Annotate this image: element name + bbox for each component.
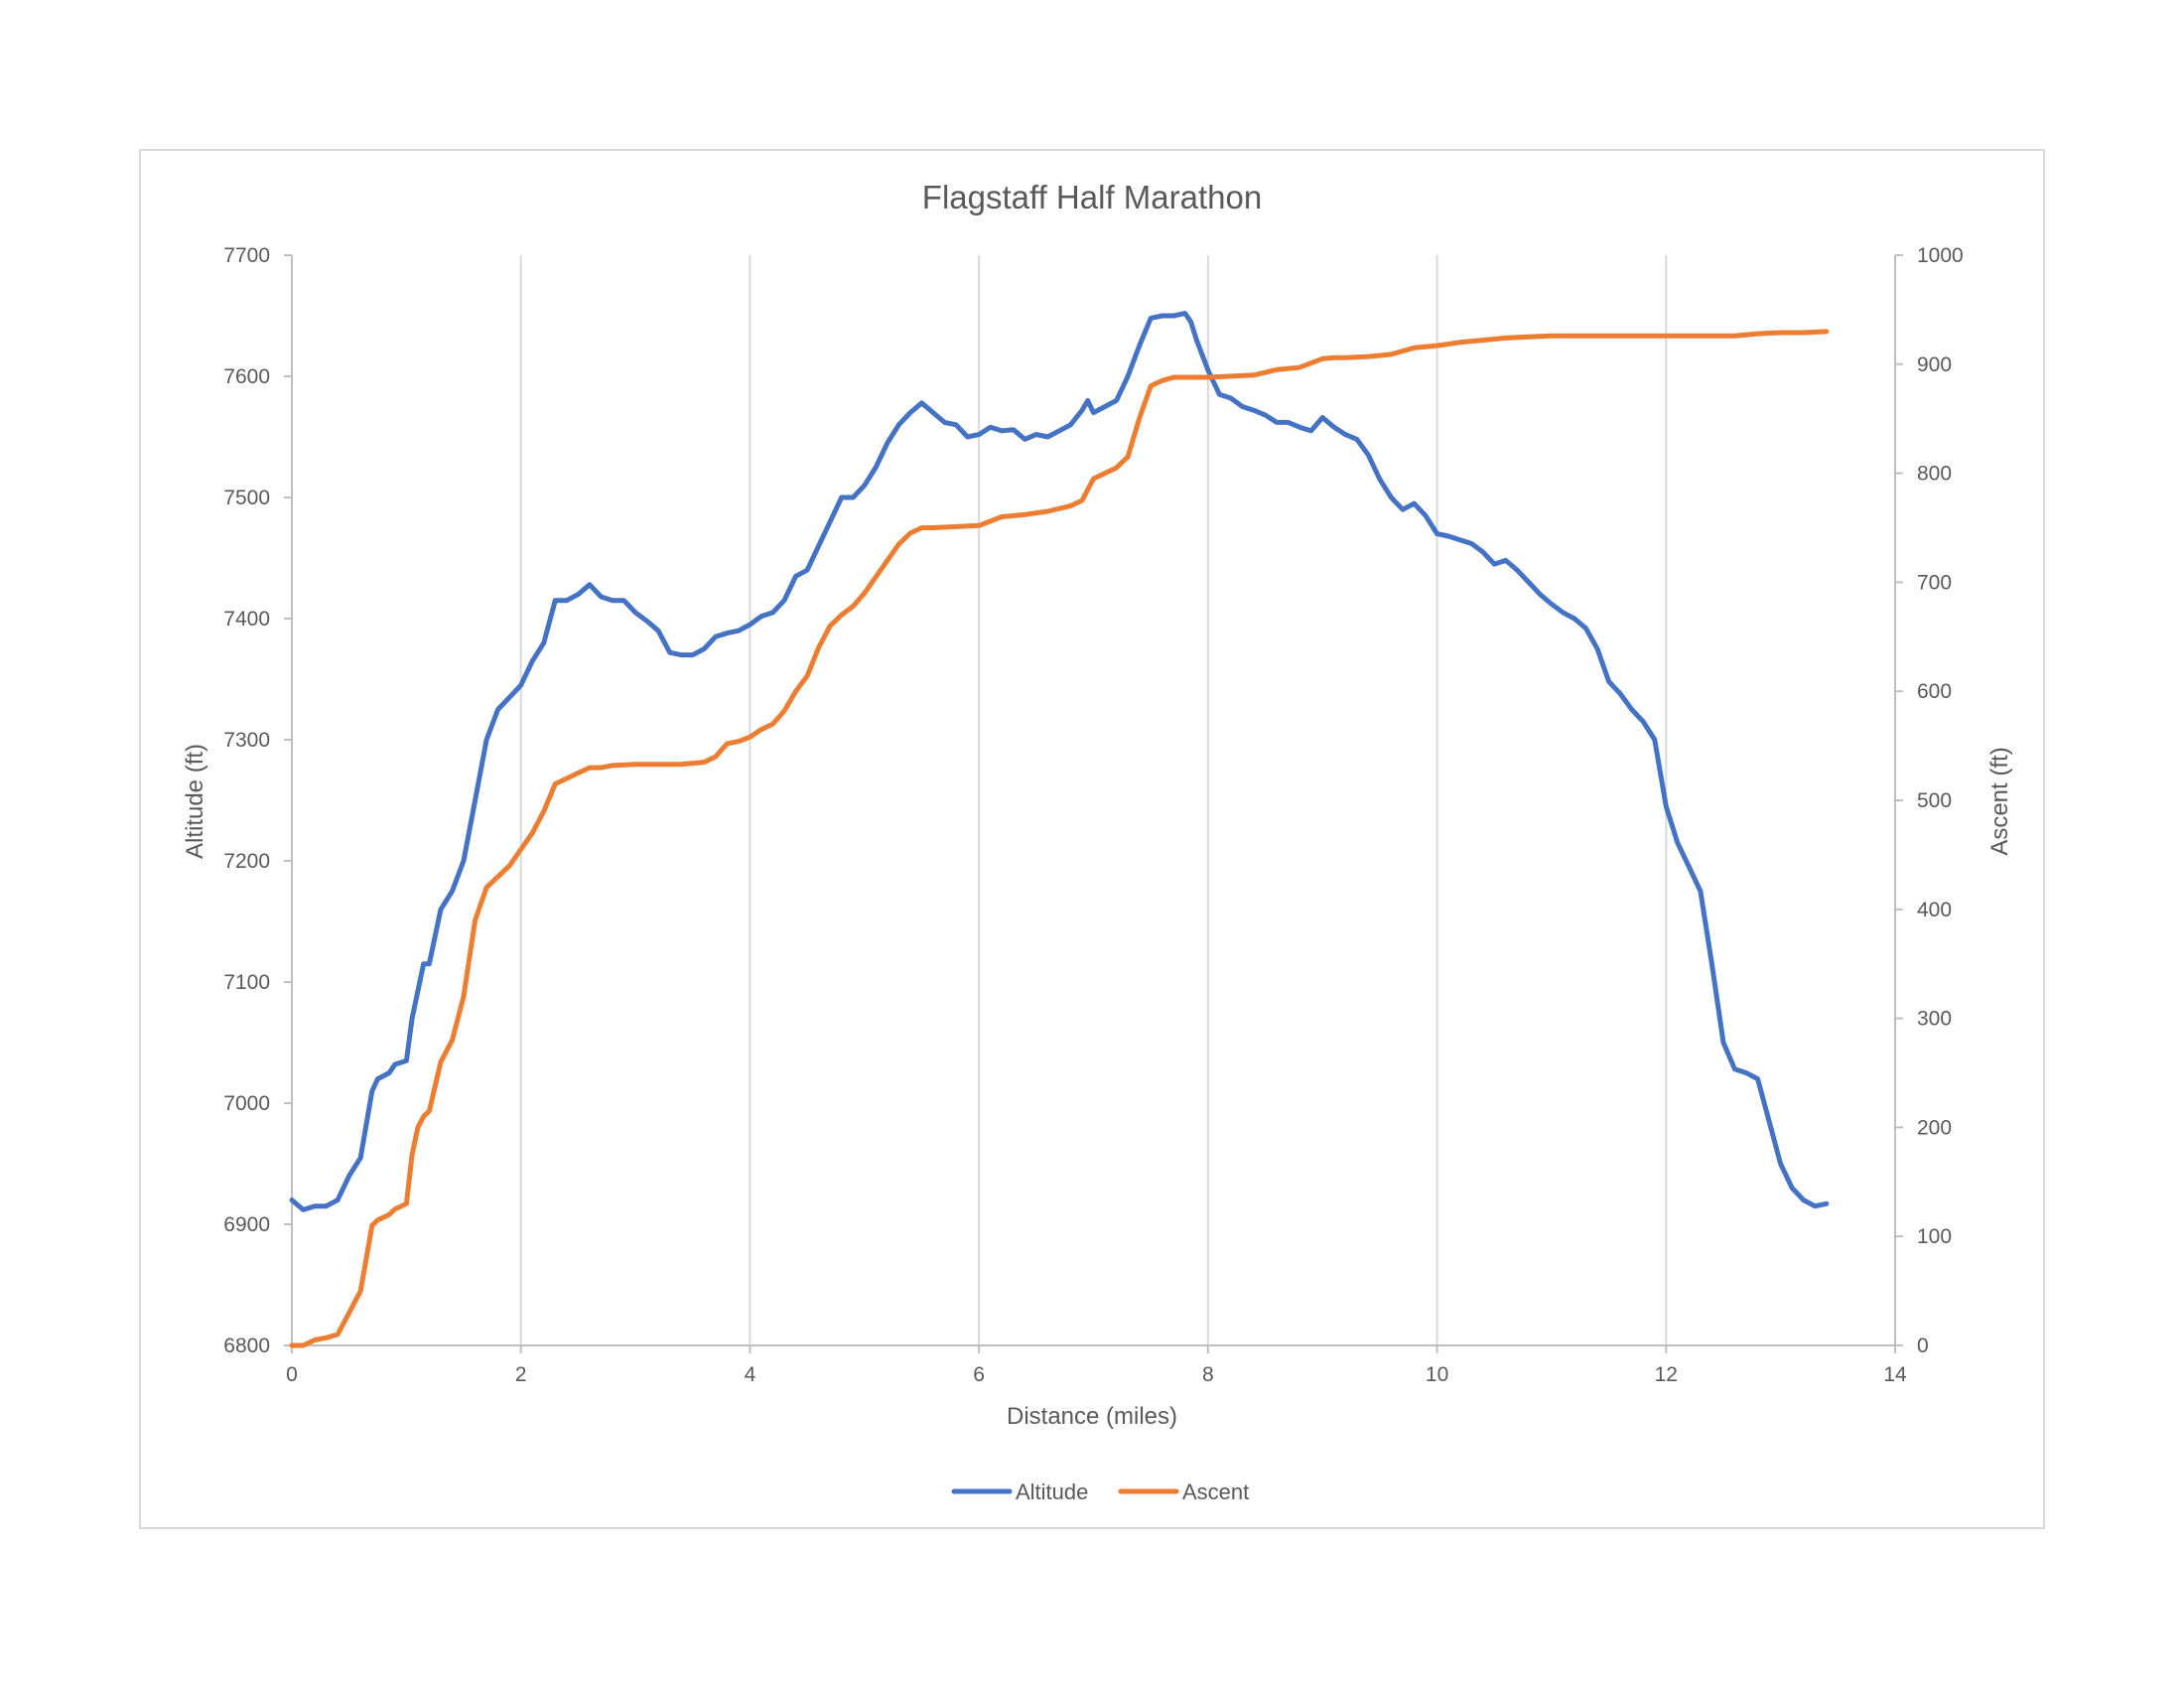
y2-tick-label: 400 — [1917, 899, 1952, 921]
chart-svg: Flagstaff Half Marathon 0 2 4 6 8 10 12 14 6800 6… — [182, 179, 2013, 1504]
y-tick-label: 7500 — [223, 487, 270, 509]
y-tick-label: 6900 — [223, 1213, 270, 1236]
y2-axis-title: Ascent (ft) — [1986, 747, 2013, 855]
y-tick-label: 7600 — [223, 365, 270, 388]
y2-tick-label: 600 — [1917, 680, 1952, 703]
chart-frame: Flagstaff Half Marathon 0 2 4 6 8 10 12 14 6800 6… — [139, 149, 2045, 1529]
grid-lines — [519, 255, 1668, 1345]
x-axis-title: Distance (miles) — [1007, 1403, 1177, 1430]
axes: 0 2 4 6 8 10 12 1468006900700071007200730074007… — [223, 244, 1963, 1386]
series-line-ascent — [289, 329, 1830, 1348]
legend-label-ascent: Ascent — [1182, 1479, 1249, 1504]
y2-tick-label: 900 — [1917, 353, 1952, 376]
x-tick-label: 4 — [745, 1363, 756, 1386]
y2-tick-label: 500 — [1917, 789, 1952, 812]
y2-tick-label: 0 — [1917, 1335, 1929, 1357]
y2-tick-label: 100 — [1917, 1225, 1952, 1248]
y2-tick-label: 300 — [1917, 1008, 1952, 1031]
x-tick-label: 12 — [1655, 1363, 1678, 1386]
series-line-altitude — [289, 311, 1830, 1212]
y-tick-label: 6800 — [223, 1335, 270, 1357]
x-tick-label: 0 — [286, 1363, 298, 1386]
y2-tick-label: 700 — [1917, 571, 1952, 594]
x-tick-label: 10 — [1426, 1363, 1448, 1386]
y-tick-label: 7000 — [223, 1092, 270, 1115]
series-layer — [289, 311, 1830, 1348]
x-tick-label: 6 — [973, 1363, 985, 1386]
x-tick-label: 14 — [1883, 1363, 1907, 1386]
x-tick-label: 2 — [515, 1363, 527, 1386]
y-tick-label: 7300 — [223, 729, 270, 752]
y-tick-label: 7700 — [223, 244, 270, 267]
y2-tick-label: 200 — [1917, 1116, 1952, 1139]
y-tick-label: 7400 — [223, 608, 270, 631]
y-axis-title: Altitude (ft) — [182, 744, 208, 859]
y-tick-label: 7100 — [223, 971, 270, 994]
legend: Altitude Ascent — [951, 1479, 1249, 1504]
legend-label-altitude: Altitude — [1016, 1479, 1088, 1504]
y2-tick-label: 1000 — [1917, 244, 1964, 267]
x-tick-label: 8 — [1202, 1363, 1214, 1386]
y-tick-label: 7200 — [223, 850, 270, 873]
chart-title: Flagstaff Half Marathon — [922, 179, 1262, 215]
y2-tick-label: 800 — [1917, 463, 1952, 486]
